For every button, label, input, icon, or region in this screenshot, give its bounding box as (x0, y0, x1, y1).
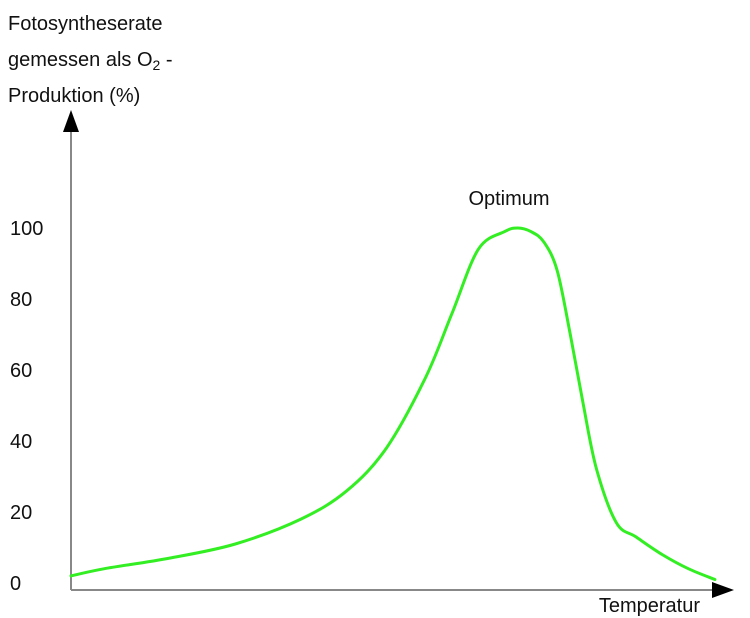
optimum-annotation: Optimum (468, 188, 549, 210)
y-axis-label-line2-suffix: - (160, 49, 173, 71)
y-axis-label-line2: gemessen als O2 - (8, 42, 268, 78)
series-curve (69, 226, 717, 581)
y-tick-label: 100 (10, 218, 43, 240)
x-axis-arrow (712, 582, 734, 598)
y-tick-labels: 100 80 60 40 20 0 (10, 218, 43, 595)
y-axis-label-subscript: 2 (152, 57, 161, 73)
y-tick-label: 80 (10, 289, 32, 311)
y-tick-label: 0 (10, 573, 21, 595)
x-axis-label: Temperatur (599, 595, 700, 617)
y-axis-label-line1: Fotosyntheserate (8, 13, 163, 35)
y-axis-label-line3: Produktion (%) (8, 85, 141, 107)
y-tick-label: 40 (10, 431, 32, 453)
y-axis-label: Fotosyntheserate gemessen als O2 - Produ… (8, 6, 268, 114)
y-tick-label: 60 (10, 360, 32, 382)
y-axis-arrow (63, 110, 79, 132)
y-tick-label: 20 (10, 502, 32, 524)
y-axis-label-line2-prefix: gemessen als O (8, 49, 153, 71)
